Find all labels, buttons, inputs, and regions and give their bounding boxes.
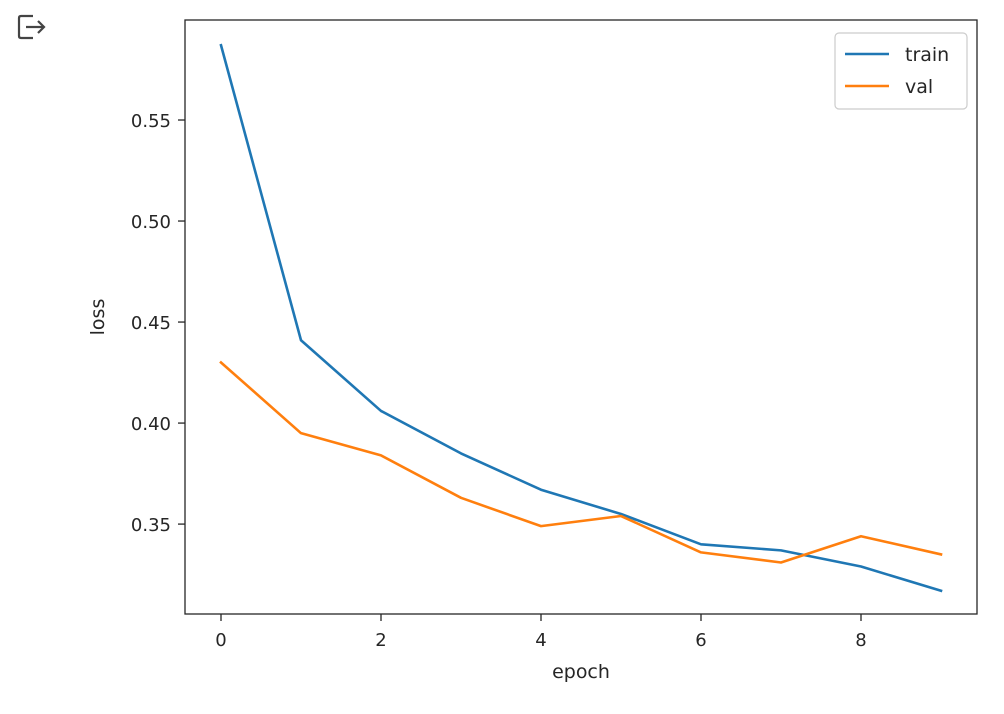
legend-label-val: val [905,76,933,98]
series-lines [219,43,943,593]
y-tick-label: 0.45 [131,313,171,334]
x-tick-label: 4 [535,630,546,651]
legend-box [834,32,968,110]
y-tick-label: 0.35 [131,515,171,536]
y-axis-label: loss [87,299,109,336]
legend: train val [834,32,968,110]
y-ticks: 0.35 0.40 0.45 0.50 0.55 [131,111,185,536]
y-tick-label: 0.50 [131,212,171,233]
x-ticks: 0 2 4 6 8 [215,614,867,651]
plot-frame [184,19,978,615]
x-tick-label: 8 [855,630,866,651]
x-axis-label: epoch [552,661,610,683]
y-tick-label: 0.55 [131,111,171,132]
x-tick-label: 6 [695,630,706,651]
series-line-val [219,360,943,564]
x-tick-label: 2 [375,630,386,651]
x-tick-label: 0 [215,630,226,651]
output-redirect-icon[interactable] [16,12,50,42]
output-redirect-icon-graphic [17,14,46,40]
y-tick-label: 0.40 [131,414,171,435]
legend-label-train: train [905,44,949,66]
series-line-train [219,43,943,593]
